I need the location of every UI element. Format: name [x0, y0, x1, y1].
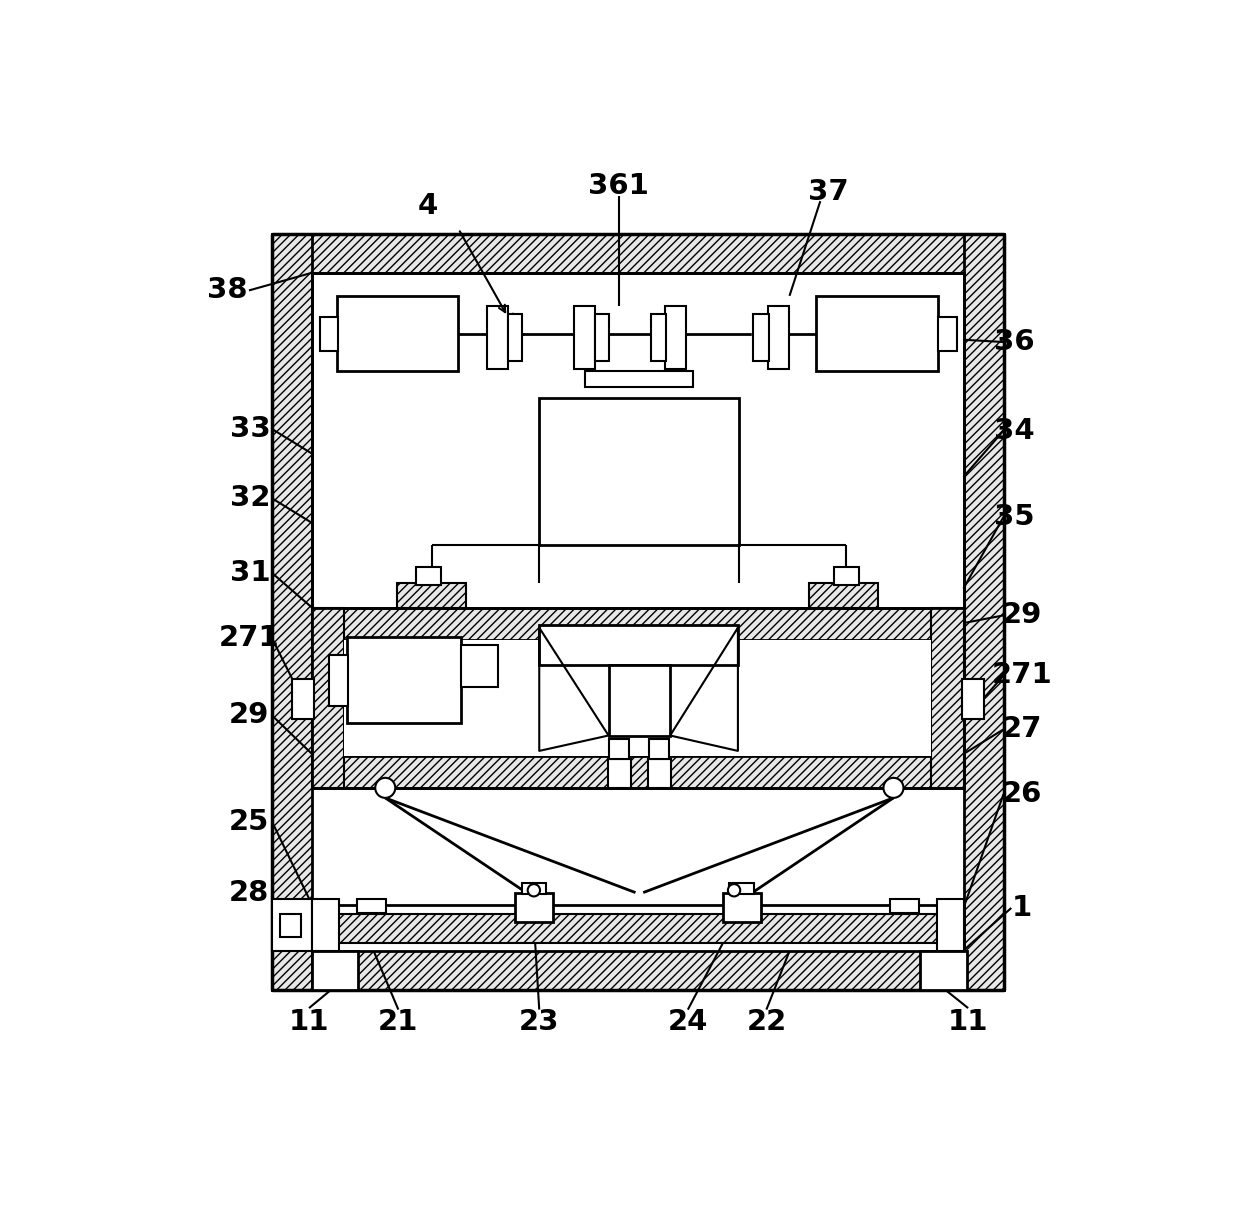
Text: 28: 28: [229, 879, 269, 907]
Text: 271: 271: [218, 624, 279, 652]
Bar: [312, 755, 963, 788]
Bar: [272, 234, 1003, 274]
Circle shape: [733, 889, 754, 909]
Circle shape: [883, 778, 904, 798]
Text: 271: 271: [992, 662, 1053, 690]
Bar: [337, 296, 459, 371]
Text: 11: 11: [947, 1008, 988, 1036]
Bar: [539, 398, 739, 545]
Text: 361: 361: [588, 171, 649, 200]
Bar: [608, 759, 631, 788]
Circle shape: [528, 884, 539, 896]
Bar: [651, 313, 666, 362]
Bar: [574, 306, 595, 369]
Bar: [312, 904, 963, 951]
Circle shape: [526, 889, 546, 909]
Bar: [889, 898, 919, 913]
Bar: [312, 608, 345, 788]
Text: 1: 1: [1012, 894, 1032, 921]
Bar: [312, 608, 963, 640]
Text: 34: 34: [994, 416, 1034, 444]
Bar: [939, 317, 956, 351]
Bar: [335, 914, 942, 943]
Bar: [345, 640, 931, 755]
Bar: [649, 738, 668, 759]
Bar: [768, 306, 790, 369]
Polygon shape: [539, 628, 609, 751]
Text: 22: 22: [746, 1008, 786, 1036]
Bar: [931, 608, 963, 788]
Bar: [312, 898, 339, 951]
Bar: [397, 583, 466, 608]
Text: 35: 35: [994, 503, 1034, 531]
Polygon shape: [670, 628, 738, 751]
Bar: [515, 892, 553, 921]
Bar: [647, 759, 671, 788]
Bar: [609, 738, 629, 759]
Bar: [522, 884, 546, 895]
Bar: [417, 567, 440, 585]
Bar: [272, 951, 1003, 991]
Text: 33: 33: [231, 415, 270, 443]
Text: 27: 27: [1002, 715, 1043, 743]
Text: 29: 29: [228, 702, 269, 730]
Bar: [272, 234, 312, 991]
Bar: [808, 583, 878, 608]
Bar: [329, 656, 348, 707]
Text: 23: 23: [520, 1008, 559, 1036]
Bar: [754, 313, 769, 362]
Text: 38: 38: [207, 277, 248, 305]
Text: 26: 26: [1002, 781, 1043, 809]
Bar: [357, 898, 386, 913]
Bar: [487, 306, 508, 369]
Bar: [272, 898, 312, 951]
Text: 32: 32: [231, 484, 270, 512]
Bar: [461, 645, 497, 687]
Bar: [539, 625, 738, 664]
Text: 4: 4: [418, 192, 438, 220]
Bar: [595, 313, 609, 362]
Bar: [963, 234, 1003, 991]
Text: 36: 36: [994, 328, 1034, 356]
Bar: [816, 296, 939, 371]
Bar: [609, 664, 670, 736]
Circle shape: [376, 778, 396, 798]
Bar: [585, 370, 693, 387]
Bar: [723, 892, 761, 921]
Text: 29: 29: [1002, 601, 1043, 629]
Bar: [293, 679, 314, 719]
Bar: [508, 313, 522, 362]
Text: 24: 24: [667, 1008, 708, 1036]
Bar: [312, 951, 358, 989]
Bar: [920, 951, 967, 989]
Circle shape: [728, 884, 740, 896]
Bar: [280, 914, 301, 937]
Text: 37: 37: [807, 178, 848, 206]
Text: 21: 21: [378, 1008, 419, 1036]
Bar: [665, 306, 686, 369]
Bar: [320, 317, 339, 351]
Bar: [962, 679, 983, 719]
Bar: [312, 273, 963, 619]
Bar: [936, 898, 963, 951]
Bar: [347, 637, 461, 724]
Text: 31: 31: [231, 558, 270, 588]
Bar: [729, 884, 754, 895]
Text: 11: 11: [289, 1008, 330, 1036]
Bar: [835, 567, 859, 585]
Text: 25: 25: [229, 807, 269, 835]
